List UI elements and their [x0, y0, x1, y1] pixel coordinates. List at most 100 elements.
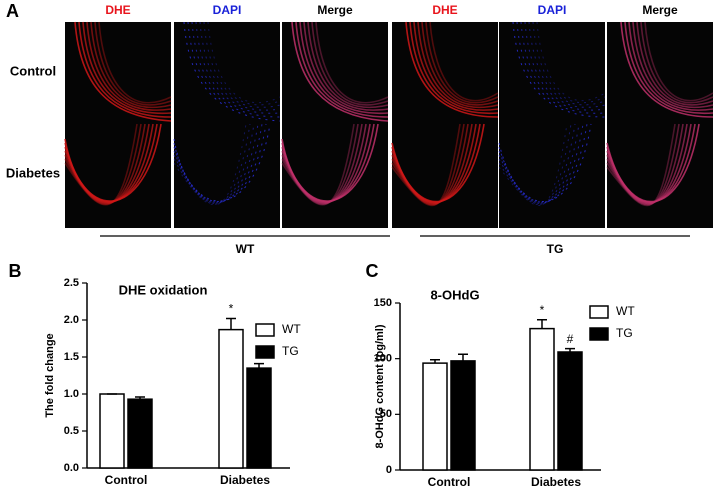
- tissue: [281, 123, 355, 206]
- tissue: [281, 123, 363, 205]
- tissue: [606, 123, 684, 205]
- micrograph: [392, 124, 498, 228]
- legend-swatch: [589, 305, 609, 319]
- tissue: [606, 123, 680, 206]
- tissue: [391, 123, 461, 207]
- tissue: [536, 21, 606, 102]
- legend-swatch: [255, 345, 275, 359]
- y-tick-label: 1.5: [64, 351, 79, 363]
- tissue: [498, 123, 580, 204]
- error-bar: [565, 347, 575, 352]
- panel-label: C: [366, 261, 379, 281]
- channel-label: DHE: [105, 3, 130, 17]
- tissue: [606, 123, 676, 207]
- bar: [450, 360, 476, 471]
- tissue: [90, 21, 172, 109]
- bar: [99, 393, 125, 469]
- tissue: [498, 123, 568, 206]
- tissue: [64, 123, 146, 205]
- tissue: [173, 123, 263, 203]
- group-label: TG: [547, 242, 564, 256]
- bar: [529, 327, 555, 471]
- tissue: [291, 21, 389, 122]
- legend-label: TG: [282, 344, 299, 358]
- tissue: [632, 21, 714, 109]
- x-tick-label: Control: [105, 473, 148, 487]
- row-label: Diabetes: [6, 165, 60, 180]
- channel-label: DAPI: [213, 3, 242, 17]
- tissue: [628, 21, 714, 111]
- error-bar: [458, 353, 468, 361]
- tissue: [391, 123, 465, 206]
- bar: [422, 362, 448, 471]
- y-axis-label: 8-OHdG content (pg/ml): [374, 324, 386, 448]
- tissue: [417, 21, 499, 109]
- tissue: [413, 21, 499, 111]
- channel-label: DAPI: [538, 3, 567, 17]
- x-tick-label: Diabetes: [220, 473, 270, 487]
- tissue: [98, 21, 172, 104]
- tissue: [173, 123, 247, 206]
- bar: [218, 328, 244, 469]
- micrograph: [65, 22, 171, 126]
- channel-label: DHE: [432, 3, 457, 17]
- micrograph: [174, 22, 280, 126]
- y-tick-label: 0.5: [64, 425, 79, 437]
- tissue: [299, 21, 389, 115]
- tissue: [199, 21, 281, 108]
- y-tick-label: 150: [374, 297, 392, 309]
- tissue: [307, 21, 389, 109]
- panel-label: A: [6, 1, 19, 21]
- tissue: [74, 21, 172, 122]
- x-tick-label: Diabetes: [531, 475, 581, 489]
- y-tick-label: 0: [386, 464, 392, 476]
- tissue: [82, 21, 172, 115]
- chart-title: 8-OHdG: [430, 287, 479, 302]
- error-bar: [135, 396, 145, 400]
- panel-label: B: [9, 261, 22, 281]
- row-label: Control: [10, 63, 56, 78]
- tissue: [516, 21, 606, 114]
- tissue: [498, 123, 592, 202]
- micrograph: [282, 22, 388, 126]
- legend-label: TG: [616, 326, 633, 340]
- legend-label: WT: [616, 304, 635, 318]
- tissue: [303, 21, 389, 111]
- tissue: [295, 21, 389, 118]
- bar: [246, 367, 272, 469]
- bar: [557, 351, 583, 471]
- error-bar: [226, 317, 236, 330]
- bar: [127, 398, 153, 469]
- legend-swatch: [589, 327, 609, 341]
- tissue: [624, 21, 714, 115]
- micrograph: [499, 22, 605, 126]
- tissue: [281, 123, 359, 205]
- channel-label: Merge: [642, 3, 678, 17]
- y-tick-label: 50: [380, 408, 392, 420]
- tissue: [498, 123, 572, 206]
- tissue: [620, 21, 714, 118]
- tissue: [644, 21, 714, 102]
- group-label: WT: [236, 242, 255, 256]
- tissue: [191, 21, 281, 114]
- tissue: [532, 21, 606, 103]
- tissue: [409, 21, 499, 115]
- y-tick-label: 100: [374, 353, 392, 365]
- tissue: [636, 21, 714, 106]
- y-tick-label: 2.5: [64, 277, 79, 289]
- tissue: [391, 123, 469, 205]
- tissue: [78, 21, 172, 118]
- tissue: [173, 123, 255, 204]
- significance-marker: *: [229, 302, 234, 316]
- tissue: [421, 21, 499, 106]
- tissue: [207, 21, 281, 103]
- tissue: [524, 21, 606, 108]
- y-tick-label: 2.0: [64, 314, 79, 326]
- tissue: [405, 21, 499, 118]
- significance-marker: #: [567, 332, 574, 346]
- error-bar: [430, 359, 440, 364]
- x-tick-label: Control: [428, 475, 471, 489]
- tissue: [86, 21, 172, 111]
- y-tick-label: 1.0: [64, 388, 79, 400]
